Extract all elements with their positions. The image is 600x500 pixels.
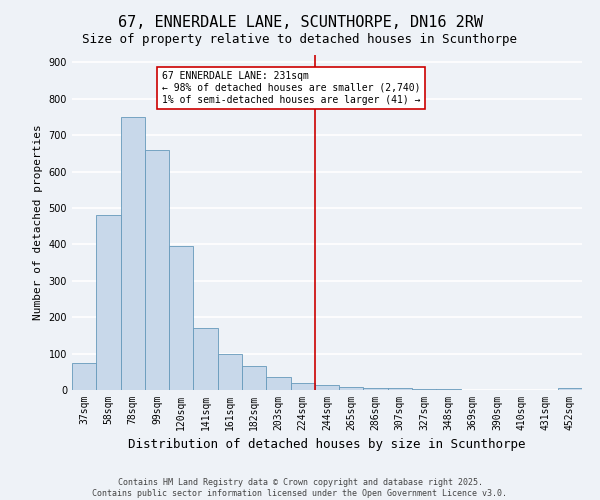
Text: 67, ENNERDALE LANE, SCUNTHORPE, DN16 2RW: 67, ENNERDALE LANE, SCUNTHORPE, DN16 2RW xyxy=(118,15,482,30)
Text: Contains HM Land Registry data © Crown copyright and database right 2025.
Contai: Contains HM Land Registry data © Crown c… xyxy=(92,478,508,498)
Y-axis label: Number of detached properties: Number of detached properties xyxy=(33,124,43,320)
Text: Size of property relative to detached houses in Scunthorpe: Size of property relative to detached ho… xyxy=(83,32,517,46)
Text: 67 ENNERDALE LANE: 231sqm
← 98% of detached houses are smaller (2,740)
1% of sem: 67 ENNERDALE LANE: 231sqm ← 98% of detac… xyxy=(162,72,421,104)
Bar xyxy=(193,328,218,390)
Bar xyxy=(242,366,266,390)
Bar xyxy=(121,117,145,390)
Bar xyxy=(388,388,412,390)
Bar xyxy=(412,388,436,390)
Bar xyxy=(339,387,364,390)
Bar xyxy=(218,354,242,390)
Bar xyxy=(169,246,193,390)
X-axis label: Distribution of detached houses by size in Scunthorpe: Distribution of detached houses by size … xyxy=(128,438,526,452)
Bar xyxy=(290,382,315,390)
Bar xyxy=(145,150,169,390)
Bar xyxy=(364,388,388,390)
Bar xyxy=(96,215,121,390)
Bar xyxy=(436,389,461,390)
Bar xyxy=(558,388,582,390)
Bar xyxy=(72,362,96,390)
Bar xyxy=(315,384,339,390)
Bar xyxy=(266,378,290,390)
